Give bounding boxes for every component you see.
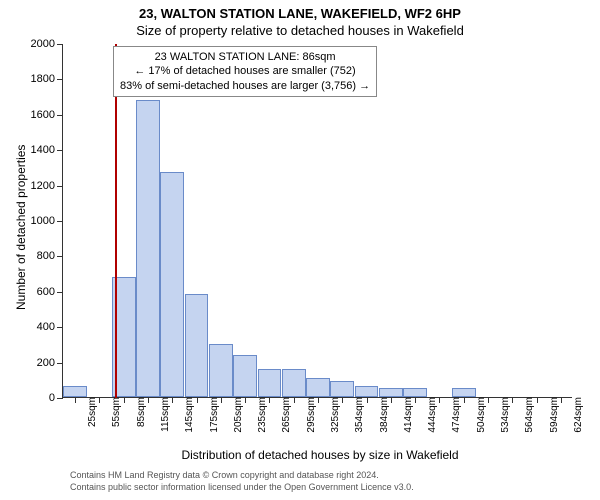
x-tick xyxy=(294,397,295,403)
attribution: Contains HM Land Registry data © Crown c… xyxy=(70,470,414,493)
annotation-line2: ← 17% of detached houses are smaller (75… xyxy=(120,64,370,78)
y-tick-label: 1800 xyxy=(31,73,63,85)
histogram-bar xyxy=(185,294,209,397)
property-marker-line xyxy=(115,44,117,398)
x-tick xyxy=(415,397,416,403)
plot-area: 23 WALTON STATION LANE: 86sqm ← 17% of d… xyxy=(62,44,572,398)
x-tick xyxy=(488,397,489,403)
histogram-bar xyxy=(209,344,233,397)
y-tick-label: 1400 xyxy=(31,144,63,156)
annotation-box: 23 WALTON STATION LANE: 86sqm ← 17% of d… xyxy=(113,46,377,97)
x-tick-label: 594sqm xyxy=(541,397,560,433)
x-tick xyxy=(245,397,246,403)
y-tick-label: 1600 xyxy=(31,109,63,121)
y-axis-title: Number of detached properties xyxy=(14,145,28,310)
x-tick xyxy=(537,397,538,403)
x-tick xyxy=(172,397,173,403)
annotation-line1: 23 WALTON STATION LANE: 86sqm xyxy=(120,50,370,64)
x-tick-label: 25sqm xyxy=(79,397,98,427)
y-tick-label: 1200 xyxy=(31,180,63,192)
chart-subtitle: Size of property relative to detached ho… xyxy=(0,21,600,38)
histogram-bar xyxy=(403,388,427,397)
x-tick xyxy=(99,397,100,403)
x-tick xyxy=(148,397,149,403)
x-tick-label: 414sqm xyxy=(395,397,414,433)
x-tick-label: 85sqm xyxy=(128,397,147,427)
x-tick xyxy=(367,397,368,403)
attribution-line1: Contains HM Land Registry data © Crown c… xyxy=(70,470,414,482)
x-tick-label: 534sqm xyxy=(492,397,511,433)
x-tick xyxy=(439,397,440,403)
x-tick-label: 295sqm xyxy=(298,397,317,433)
attribution-line2: Contains public sector information licen… xyxy=(70,482,414,494)
x-tick-label: 115sqm xyxy=(152,397,171,432)
x-tick xyxy=(75,397,76,403)
x-tick-label: 235sqm xyxy=(249,397,268,433)
y-tick-label: 200 xyxy=(37,357,63,369)
y-tick-label: 0 xyxy=(49,392,63,404)
histogram-bar xyxy=(452,388,476,397)
histogram-bar xyxy=(330,381,354,397)
x-tick-label: 145sqm xyxy=(176,397,195,433)
histogram-bar xyxy=(306,378,330,397)
chart-title: 23, WALTON STATION LANE, WAKEFIELD, WF2 … xyxy=(0,0,600,21)
x-tick-label: 564sqm xyxy=(516,397,535,433)
histogram-bar xyxy=(136,100,160,397)
x-tick xyxy=(561,397,562,403)
x-tick-label: 175sqm xyxy=(201,397,220,433)
histogram-bar xyxy=(233,355,257,397)
x-tick xyxy=(318,397,319,403)
x-tick-label: 55sqm xyxy=(103,397,122,427)
x-tick xyxy=(269,397,270,403)
chart-container: 23, WALTON STATION LANE, WAKEFIELD, WF2 … xyxy=(0,0,600,500)
x-axis-title: Distribution of detached houses by size … xyxy=(160,448,480,462)
x-tick xyxy=(221,397,222,403)
histogram-bar xyxy=(379,388,403,397)
x-tick-label: 265sqm xyxy=(273,397,292,433)
y-tick-label: 400 xyxy=(37,321,63,333)
x-tick-label: 504sqm xyxy=(468,397,487,433)
y-tick-label: 1000 xyxy=(31,215,63,227)
x-tick-label: 325sqm xyxy=(322,397,341,433)
y-tick-label: 2000 xyxy=(31,38,63,50)
x-tick-label: 624sqm xyxy=(565,397,584,433)
annotation-line3: 83% of semi-detached houses are larger (… xyxy=(120,79,370,93)
x-tick xyxy=(391,397,392,403)
x-tick xyxy=(512,397,513,403)
y-tick-label: 800 xyxy=(37,250,63,262)
histogram-bar xyxy=(258,369,282,397)
x-tick xyxy=(464,397,465,403)
x-tick xyxy=(197,397,198,403)
x-tick-label: 354sqm xyxy=(346,397,365,433)
x-tick-label: 444sqm xyxy=(419,397,438,433)
histogram-bar xyxy=(160,172,184,397)
x-tick xyxy=(342,397,343,403)
x-tick-label: 384sqm xyxy=(371,397,390,433)
histogram-bar xyxy=(355,386,379,397)
x-tick-label: 205sqm xyxy=(225,397,244,433)
histogram-bar xyxy=(63,386,87,397)
histogram-bar xyxy=(282,369,306,397)
y-tick-label: 600 xyxy=(37,286,63,298)
x-tick xyxy=(124,397,125,403)
x-tick-label: 474sqm xyxy=(443,397,462,433)
